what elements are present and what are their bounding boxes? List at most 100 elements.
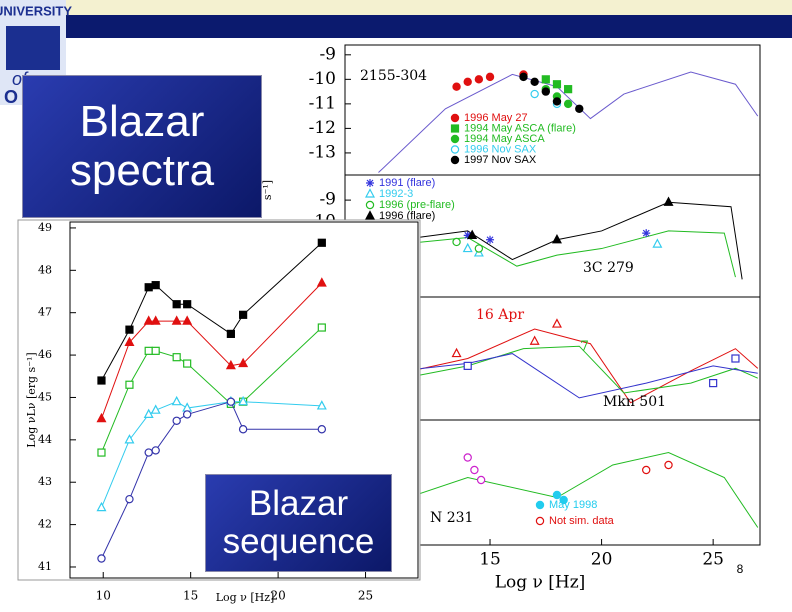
x-tick-label: 20 xyxy=(591,550,613,570)
data-point xyxy=(150,315,161,325)
data-point xyxy=(485,72,495,82)
x-axis-label: Log ν [Hz] xyxy=(216,591,275,604)
data-point xyxy=(144,346,153,355)
data-point xyxy=(575,104,584,113)
data-point xyxy=(535,500,545,510)
y-tick-label: -10 xyxy=(309,69,336,89)
data-point xyxy=(125,494,134,504)
data-point xyxy=(317,238,326,247)
data-point xyxy=(226,397,236,406)
data-point xyxy=(467,229,478,239)
annotation: 7 xyxy=(580,339,589,355)
data-point xyxy=(552,97,562,106)
legend-label: 1996 (flare) xyxy=(379,210,435,222)
logo-crest xyxy=(6,26,60,70)
plot-frame xyxy=(69,221,419,579)
data-point xyxy=(529,335,540,345)
data-point xyxy=(731,354,740,363)
x-tick-label: 15 xyxy=(479,550,501,570)
legend-label: May 1998 xyxy=(549,499,597,511)
data-point xyxy=(226,329,235,338)
data-point xyxy=(552,80,562,89)
data-point xyxy=(316,400,327,410)
data-point xyxy=(463,77,472,86)
data-point xyxy=(125,380,134,389)
legend-label: 1994 May ASCA (flare) xyxy=(464,122,576,134)
annotation: 2155-304 xyxy=(360,68,427,84)
data-point xyxy=(486,235,495,244)
page-number: 8 xyxy=(737,562,744,576)
x-axis-label: Log ν [Hz] xyxy=(495,573,586,593)
y-tick-label: -11 xyxy=(309,93,336,113)
data-point xyxy=(151,281,160,290)
annotation: Mkn 501 xyxy=(603,394,666,410)
data-point xyxy=(238,357,249,368)
data-point xyxy=(171,395,182,406)
data-point xyxy=(143,315,154,325)
data-point xyxy=(530,77,539,86)
data-point xyxy=(463,231,472,240)
data-point xyxy=(225,359,236,370)
series-line xyxy=(378,345,758,394)
data-point xyxy=(450,113,460,123)
data-point xyxy=(151,346,160,355)
data-point xyxy=(97,376,106,385)
x-tick-label: 25 xyxy=(358,589,373,603)
data-point xyxy=(463,453,472,462)
y-tick-label: -13 xyxy=(309,142,336,162)
data-point xyxy=(450,124,460,133)
data-point xyxy=(143,408,154,419)
data-point xyxy=(316,277,327,287)
data-point xyxy=(172,416,181,425)
data-point xyxy=(462,242,473,253)
data-point xyxy=(663,196,674,206)
data-point xyxy=(642,229,651,238)
data-point xyxy=(519,72,528,82)
data-point xyxy=(171,315,182,325)
y-tick-label: 46 xyxy=(38,348,52,361)
data-point xyxy=(452,237,461,247)
series-line xyxy=(378,71,759,173)
data-point xyxy=(535,516,545,526)
y-tick-label: 48 xyxy=(38,263,52,276)
series-line xyxy=(400,230,736,278)
data-point xyxy=(144,448,153,457)
data-point xyxy=(239,310,248,319)
top-strip xyxy=(0,0,792,15)
title-box: Blazar spectra xyxy=(22,75,262,218)
data-point xyxy=(172,353,181,362)
data-point xyxy=(172,300,181,309)
y-tick-label: 49 xyxy=(38,221,52,234)
data-point xyxy=(559,495,568,505)
data-point xyxy=(642,465,651,475)
legend-label: 1996 (pre-flare) xyxy=(379,199,455,211)
data-point xyxy=(365,200,375,210)
y-tick-label: 41 xyxy=(38,560,52,573)
data-point xyxy=(182,315,193,325)
y-tick-label: 47 xyxy=(38,306,52,319)
annotation: N 231 xyxy=(430,510,473,526)
x-tick-label: 10 xyxy=(96,589,111,603)
series-line xyxy=(378,328,759,404)
data-point xyxy=(552,490,562,500)
data-point xyxy=(183,359,192,368)
y-tick-label: 45 xyxy=(38,390,52,403)
data-point xyxy=(97,448,106,457)
data-point xyxy=(451,347,462,358)
y-tick-label: 42 xyxy=(38,518,52,531)
data-point xyxy=(564,85,573,94)
data-point xyxy=(450,155,460,165)
data-point xyxy=(709,379,718,388)
legend-label: 1991 (flare) xyxy=(379,177,435,189)
annotation: 3C 279 xyxy=(583,260,634,276)
data-point xyxy=(96,412,107,423)
logo-name: UNIVERSITY xyxy=(0,3,72,18)
data-point xyxy=(365,188,375,198)
data-point xyxy=(365,210,375,220)
title-box: Blazar sequence xyxy=(205,474,392,572)
data-point xyxy=(551,318,562,328)
data-point xyxy=(238,395,249,406)
legend-label: Not sim. data xyxy=(549,515,615,527)
data-point xyxy=(541,75,550,84)
